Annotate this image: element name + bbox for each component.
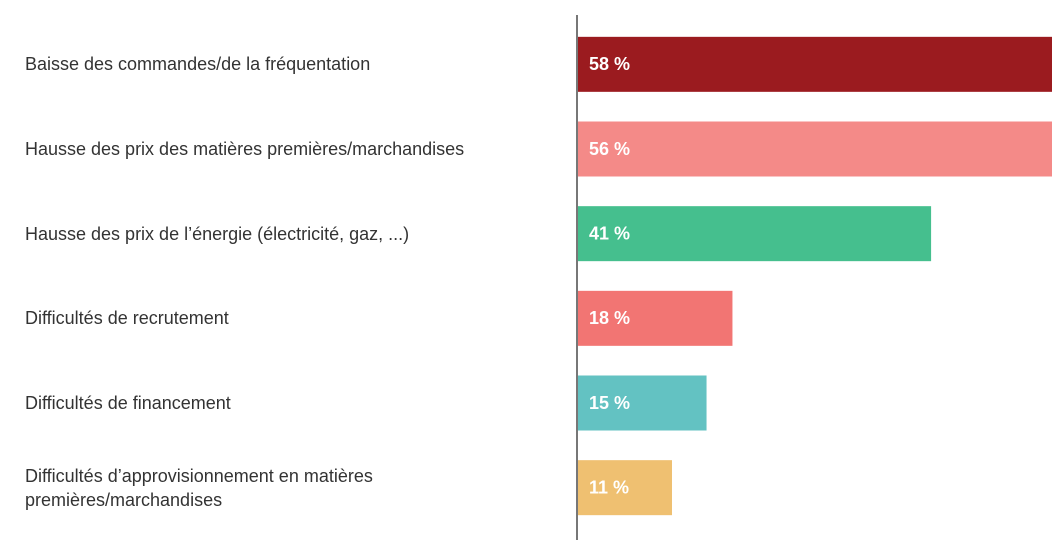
category-label: Difficultés de financement (25, 393, 231, 413)
category-label: Hausse des prix de l’énergie (électricit… (25, 223, 410, 244)
value-label: 41 % (589, 223, 630, 243)
value-label: 15 % (589, 393, 630, 413)
bar (577, 121, 1052, 177)
category-label: Difficultés d’approvisionnement en matiè… (25, 465, 373, 510)
value-label: 58 % (589, 54, 630, 74)
bar (577, 290, 733, 346)
category-label: Hausse des prix des matières premières/m… (25, 139, 465, 159)
category-label: Difficultés de recrutement (25, 308, 229, 329)
bar (577, 36, 1052, 92)
value-label: 18 % (589, 308, 630, 328)
bar (577, 375, 707, 431)
value-label: 56 % (589, 139, 630, 159)
bar (577, 206, 932, 262)
category-label: Baisse des commandes/de la fréquentation (25, 54, 371, 75)
bar (577, 460, 672, 516)
value-label: 11 % (589, 477, 629, 497)
